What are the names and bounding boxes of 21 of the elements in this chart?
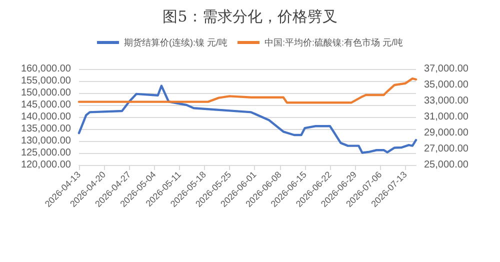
y-tick-label: 160,000.00 [20,64,72,74]
chart-title: 图5：需求分化，价格劈叉 [162,8,338,26]
y2-tick-label: 37,000.00 [424,64,469,74]
y2-tick-label: 29,000.00 [424,128,469,138]
y-tick-label: 130,000.00 [20,136,72,146]
y-tick-label: 135,000.00 [20,124,72,134]
y-tick-label: 145,000.00 [20,100,72,110]
y-tick-label: 125,000.00 [20,148,72,158]
y-tick-label: 140,000.00 [20,112,72,122]
line-series [78,84,418,154]
y2-tick-label: 35,000.00 [424,80,469,90]
legend-label: 期货结算价(连续):镍 元/吨 [124,38,228,48]
y2-tick-label: 33,000.00 [424,96,469,106]
y2-tick-label: 31,000.00 [424,112,469,122]
y-tick-label: 155,000.00 [20,76,72,86]
line-series [78,78,418,104]
y2-tick-label: 27,000.00 [424,144,469,154]
y2-tick-label: 25,000.00 [424,160,469,170]
y-tick-label: 120,000.00 [20,160,72,170]
legend-label: 中国:平均价:硫酸镍:有色市场 元/吨 [264,38,404,48]
y-tick-label: 150,000.00 [20,88,72,98]
